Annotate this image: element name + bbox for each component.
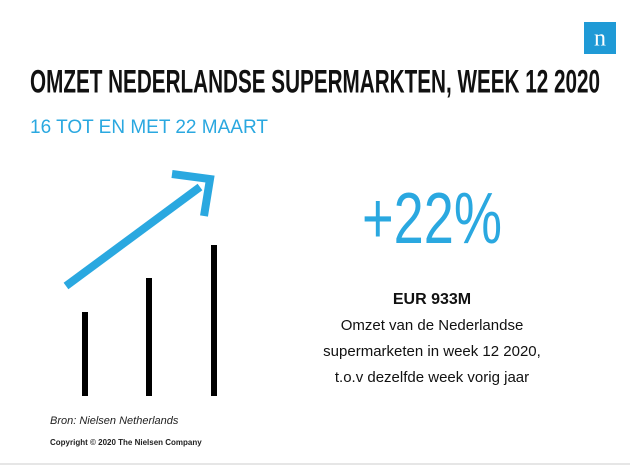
description-line: supermarketen in week 12 2020,	[323, 343, 541, 360]
source: Bron: Nielsen Netherlands	[50, 415, 179, 427]
icon-arrowhead	[171, 170, 215, 217]
icon-bar	[82, 312, 88, 396]
growth-icon	[63, 170, 217, 396]
subtitle: 16 TOT EN MET 22 MAART	[30, 117, 268, 138]
icon-bar	[146, 278, 152, 396]
change: +22%	[362, 179, 502, 259]
description-line: Omzet van de Nederlandse	[341, 317, 524, 334]
amount: EUR 933M	[393, 291, 471, 308]
copyright: Copyright © 2020 The Nielsen Company	[50, 438, 202, 447]
logo-box	[584, 22, 616, 54]
title: OMZET NEDERLANDSE SUPERMARKTEN, WEEK 12 …	[30, 63, 600, 99]
logo: n	[594, 26, 606, 52]
description-line: t.o.v dezelfde week vorig jaar	[335, 369, 529, 386]
icon-bar	[211, 245, 217, 396]
icon-arrow	[63, 183, 203, 290]
